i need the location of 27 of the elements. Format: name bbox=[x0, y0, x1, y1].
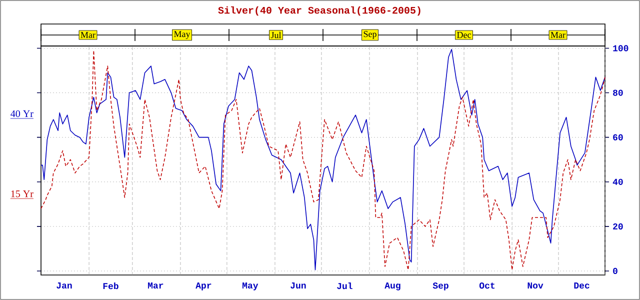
x-tick-label: Sep bbox=[432, 282, 448, 290]
text: Mar bbox=[550, 32, 566, 38]
y-tick-label: 0 bbox=[613, 268, 618, 274]
x-tick-label: Jul bbox=[337, 282, 352, 290]
y-tick-label: 20 bbox=[613, 223, 623, 230]
x-tick-label: Dec bbox=[574, 282, 590, 289]
x-tick-label: Oct bbox=[479, 282, 494, 289]
series-label: 40 Yr bbox=[10, 110, 34, 118]
text: Sep bbox=[364, 31, 376, 39]
x-tick-label: Jun bbox=[290, 282, 306, 289]
x-tick-label: Jan bbox=[56, 282, 72, 289]
y-tick-label: 40 bbox=[612, 178, 623, 185]
text: Mar bbox=[80, 32, 96, 38]
x-tick-label: Aug bbox=[384, 282, 400, 290]
text: Jul bbox=[270, 32, 282, 38]
x-tick-label: Nov bbox=[528, 282, 544, 289]
text: Dec bbox=[457, 32, 471, 38]
y-tick-label: 60 bbox=[613, 134, 623, 140]
x-tick-label: Mar bbox=[148, 282, 164, 289]
chart-title: Silver(40 Year Seasonal(1966-2005) bbox=[218, 6, 420, 16]
series-label: 15 Yr bbox=[11, 190, 34, 198]
text: May bbox=[174, 31, 190, 39]
y-tick-label: 100 bbox=[613, 45, 628, 52]
x-tick-label: Apr bbox=[196, 282, 212, 290]
x-tick-label: Feb bbox=[103, 282, 118, 290]
x-tick-label: May bbox=[242, 282, 258, 290]
y-tick-label: 80 bbox=[613, 90, 623, 96]
